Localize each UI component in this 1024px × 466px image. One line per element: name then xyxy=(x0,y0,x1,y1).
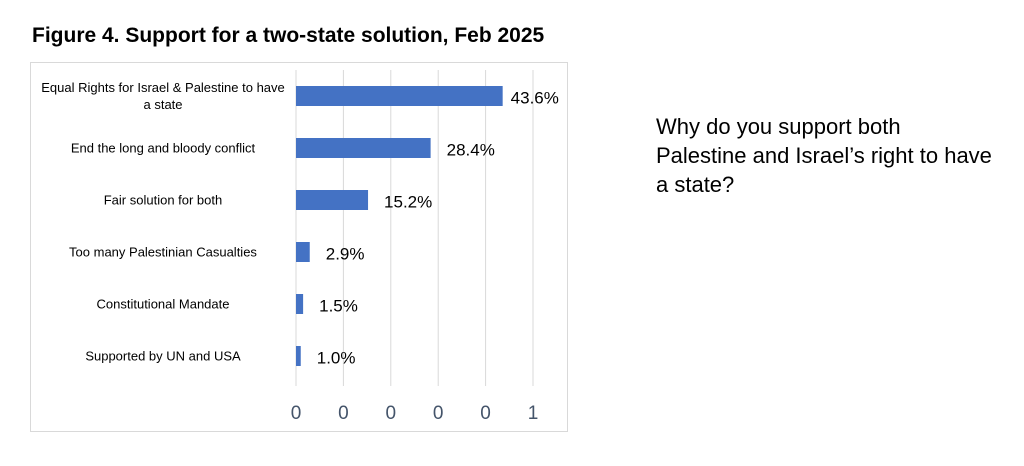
x-tick-label: 0 xyxy=(480,403,491,424)
bar xyxy=(296,294,304,314)
value-label: 28.4% xyxy=(447,140,495,159)
x-tick-label: 1 xyxy=(528,403,539,424)
bar xyxy=(296,86,503,106)
y-tick-label: Constitutional Mandate xyxy=(96,296,230,312)
y-tick-label: Too many Palestinian Casualties xyxy=(69,244,257,260)
x-tick-label: 0 xyxy=(338,403,349,424)
x-tick-label: 0 xyxy=(291,403,302,424)
chart-title: Figure 4. Support for a two-state soluti… xyxy=(32,24,545,47)
bar xyxy=(296,346,301,366)
value-label: 1.5% xyxy=(319,296,358,315)
y-tick-label: End the long and bloody conflict xyxy=(70,140,256,156)
x-tick-label: 0 xyxy=(433,403,444,424)
value-label: 15.2% xyxy=(384,192,432,211)
x-tick-label: 0 xyxy=(386,403,397,424)
value-label: 1.0% xyxy=(317,348,356,367)
y-tick-label: Supported by UN and USA xyxy=(85,348,241,364)
value-label: 43.6% xyxy=(511,88,559,107)
y-tick-label: Equal Rights for Israel & Palestine to h… xyxy=(41,80,285,112)
chart-frame xyxy=(30,62,568,432)
bar xyxy=(296,138,431,158)
bar xyxy=(296,190,369,210)
annotation: Why do you support both Palestine and Is… xyxy=(656,114,992,197)
value-label: 2.9% xyxy=(326,244,365,263)
bar xyxy=(296,242,310,262)
y-tick-label: Fair solution for both xyxy=(103,192,223,208)
